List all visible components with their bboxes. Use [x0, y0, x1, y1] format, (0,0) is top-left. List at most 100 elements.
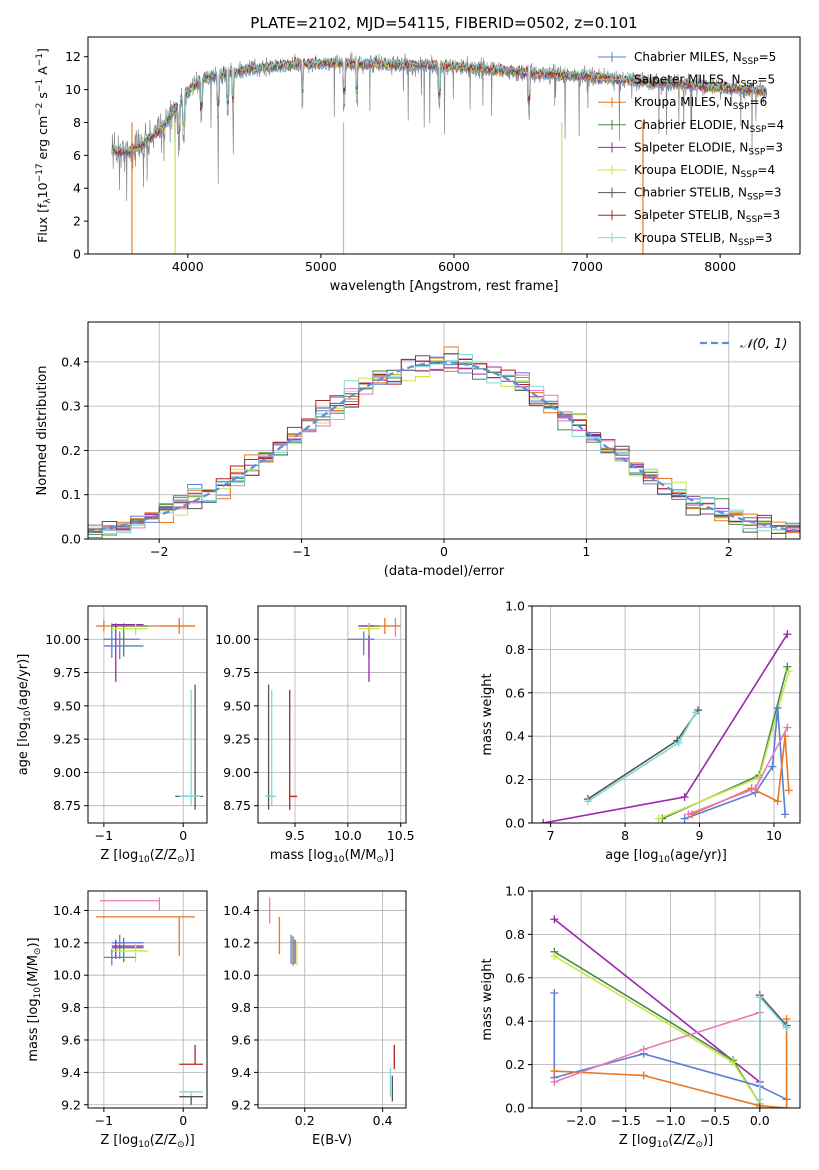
- label-part: −17: [35, 163, 45, 182]
- y-axis-label: mass weight: [480, 958, 495, 1040]
- x-tick-label: 0.0: [750, 1113, 770, 1128]
- label-part: Z [log: [100, 1133, 138, 1148]
- y-tick-label: 10.0: [53, 968, 81, 983]
- y-tick-label: 0.0: [505, 1101, 525, 1116]
- x-tick-label: 0.4: [373, 1113, 393, 1128]
- label-part: 10: [658, 855, 670, 865]
- x-tick-label: 10.5: [387, 828, 415, 843]
- label-part: age [log: [605, 848, 658, 863]
- y-axis-label: Flux [fλ​10−17​ erg cm−2​ s−1​ A−1​]: [35, 48, 53, 243]
- label-part: ⊙: [177, 855, 185, 865]
- y-tick-label: 9.8: [231, 1000, 251, 1015]
- panel-spectrum: PLATE=2102, MJD=54115, FIBERID=0502, z=0…: [35, 14, 801, 294]
- plot-area: [550, 915, 791, 1108]
- y-tick-label: 0.4: [505, 729, 525, 744]
- label-part: SSP: [733, 102, 750, 112]
- x-tick-label: 0: [179, 828, 187, 843]
- legend: 𝒩(0, 1): [700, 337, 787, 352]
- label-part: =3: [763, 208, 781, 222]
- label-part: Z [log: [100, 848, 138, 863]
- x-tick-label: 7000: [571, 259, 603, 274]
- x-tick-label: 9: [696, 828, 704, 843]
- label-part: (age/yr)]: [670, 848, 727, 863]
- label-part: SSP: [742, 57, 759, 67]
- axes-frame: [87, 36, 801, 255]
- y-tick-label: 0.2: [505, 772, 525, 787]
- legend-label: Chabrier STELIB, NSSP​=3: [634, 186, 782, 203]
- x-tick-label: 8000: [704, 259, 736, 274]
- label-part: SSP: [746, 215, 763, 225]
- y-tick-label: 12: [65, 49, 81, 64]
- plot-area: [539, 630, 793, 823]
- label-part: mass [log: [26, 998, 41, 1061]
- label-part: Flux [f: [35, 203, 50, 243]
- x-axis-label: age [log10​(age/yr)]: [605, 848, 727, 865]
- panel-residuals: −2 −1 0 1 2 0.0 0.1 0.2 0.3 0.4 (data-model)/error…: [35, 321, 801, 579]
- x-axis-label: Z [log10​(Z/Z⊙​)]: [100, 1133, 194, 1150]
- grid-lines: [88, 891, 207, 1108]
- label-part: )]: [185, 1133, 195, 1148]
- legend-label: Salpeter STELIB, NSSP​=3: [634, 208, 780, 225]
- label-part: Salpeter MILES, N: [634, 73, 741, 87]
- x-tick-label: −1: [95, 828, 113, 843]
- mass-weight-line: [554, 1011, 761, 1083]
- x-tick-label: 10: [766, 828, 782, 843]
- label-part: =4: [757, 163, 775, 177]
- label-part: Normed distribution: [35, 366, 50, 496]
- y-tick-label: 0.2: [61, 443, 81, 458]
- mass-weight-line: [688, 727, 789, 816]
- y-axis-label: mass weight: [480, 673, 495, 755]
- y-tick-label: 9.00: [53, 765, 81, 780]
- label-part: mass weight: [480, 958, 495, 1040]
- grid-lines: [532, 605, 800, 824]
- label-part: ⊙: [177, 1140, 185, 1150]
- label-part: (age/yr)]: [16, 654, 31, 711]
- x-axis-label: mass [log10​(M/M⊙​)]: [270, 848, 394, 865]
- label-part: Kroupa MILES, N: [634, 95, 733, 109]
- y-axis-label: age [log10​(age/yr)]: [16, 654, 33, 776]
- x-tick-label: −2.0: [566, 1113, 596, 1128]
- x-tick-label: 0.2: [295, 1113, 315, 1128]
- axes-frame: [531, 890, 801, 1109]
- x-axis-label: Z [log10​(Z/Z⊙​)]: [619, 1133, 713, 1150]
- axes-frame: [257, 605, 407, 824]
- label-part: =3: [764, 186, 782, 200]
- x-tick-label: 0: [179, 1113, 187, 1128]
- y-tick-label: 9.50: [53, 698, 81, 713]
- label-part: )]: [185, 848, 195, 863]
- plot-area: [265, 617, 401, 810]
- label-part: =6: [750, 95, 768, 109]
- plot-area: [111, 51, 768, 254]
- label-part: SSP: [738, 238, 755, 248]
- x-tick-label: 4000: [172, 259, 204, 274]
- y-tick-label: 9.2: [231, 1097, 251, 1112]
- label-part: ⊙: [376, 855, 384, 865]
- label-part: Chabrier ELODIE, N: [634, 118, 750, 132]
- mass-weight-line: [759, 995, 788, 1100]
- label-part: λ: [43, 198, 53, 204]
- label-part: )]: [26, 937, 41, 947]
- label-part: SSP: [741, 80, 758, 90]
- x-tick-label: 0: [440, 544, 448, 559]
- y-tick-label: 9.2: [61, 1097, 81, 1112]
- plot-area: [269, 897, 395, 1102]
- grid-lines: [258, 606, 406, 823]
- label-part: −2: [35, 103, 45, 116]
- legend-label: Kroupa MILES, NSSP​=6: [634, 95, 767, 112]
- x-tick-label: 10.0: [334, 828, 362, 843]
- label-part: Chabrier STELIB, N: [634, 186, 747, 200]
- y-tick-label: 9.75: [53, 665, 81, 680]
- x-axis-label: Z [log10​(Z/Z⊙​)]: [100, 848, 194, 865]
- label-part: age [log: [16, 722, 31, 775]
- mass-weight-line: [587, 709, 699, 800]
- y-tick-label: 0.8: [505, 642, 525, 657]
- mass-weight-line: [553, 955, 761, 1105]
- y-tick-label: 9.8: [61, 1000, 81, 1015]
- x-tick-label: −1.0: [655, 1113, 685, 1128]
- label-part: SSP: [741, 170, 758, 180]
- x-tick-label: 6000: [438, 259, 470, 274]
- y-tick-label: 9.25: [223, 732, 251, 747]
- legend-label: 𝒩(0, 1): [740, 337, 787, 352]
- y-tick-label: 8.75: [223, 798, 251, 813]
- label-part: −1: [35, 53, 45, 66]
